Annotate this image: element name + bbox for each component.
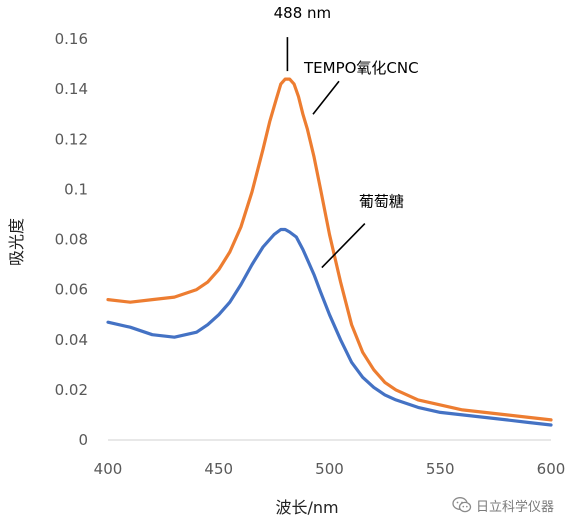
wechat-icon: [452, 497, 472, 513]
series-line-tempo-cnc: [106, 77, 553, 422]
y-tick-label: 0.04: [55, 331, 88, 349]
y-tick-label: 0.12: [55, 130, 88, 148]
watermark-text: 日立科学仪器: [476, 499, 555, 515]
annotation-glucose-leader: [321, 223, 366, 269]
x-axis-ticks: 400 450 500 550 600: [94, 460, 566, 478]
annotation-glucose-label: 葡萄糖: [359, 193, 404, 211]
watermark: 日立科学仪器: [452, 494, 570, 516]
y-tick-label: 0: [78, 431, 88, 449]
y-tick-label: 0.16: [55, 30, 88, 48]
y-tick-label: 0.08: [55, 231, 88, 249]
y-tick-label: 0.14: [55, 80, 88, 98]
y-tick-label: 0.06: [55, 281, 88, 299]
x-axis-title: 波长/nm: [275, 498, 338, 517]
y-axis-title: 吸光度: [7, 218, 26, 266]
series-layer: [106, 77, 553, 427]
x-tick-label: 500: [315, 460, 344, 478]
x-tick-label: 400: [94, 460, 123, 478]
x-tick-label: 450: [204, 460, 233, 478]
y-axis-ticks: 0 0.02 0.04 0.06 0.08 0.1 0.12 0.14 0.16: [55, 30, 88, 449]
y-tick-label: 0.1: [64, 180, 88, 198]
annotation-peak-label: 488 nm: [274, 4, 332, 22]
y-tick-label: 0.02: [55, 381, 88, 399]
annotation-tempo-label: TEMPO氧化CNC: [303, 59, 419, 77]
annotation-layer: 488 nm TEMPO氧化CNC 葡萄糖: [274, 4, 419, 269]
x-tick-label: 600: [537, 460, 566, 478]
x-tick-label: 550: [426, 460, 455, 478]
series-line-glucose: [106, 227, 553, 427]
annotation-tempo-leader: [312, 80, 340, 115]
